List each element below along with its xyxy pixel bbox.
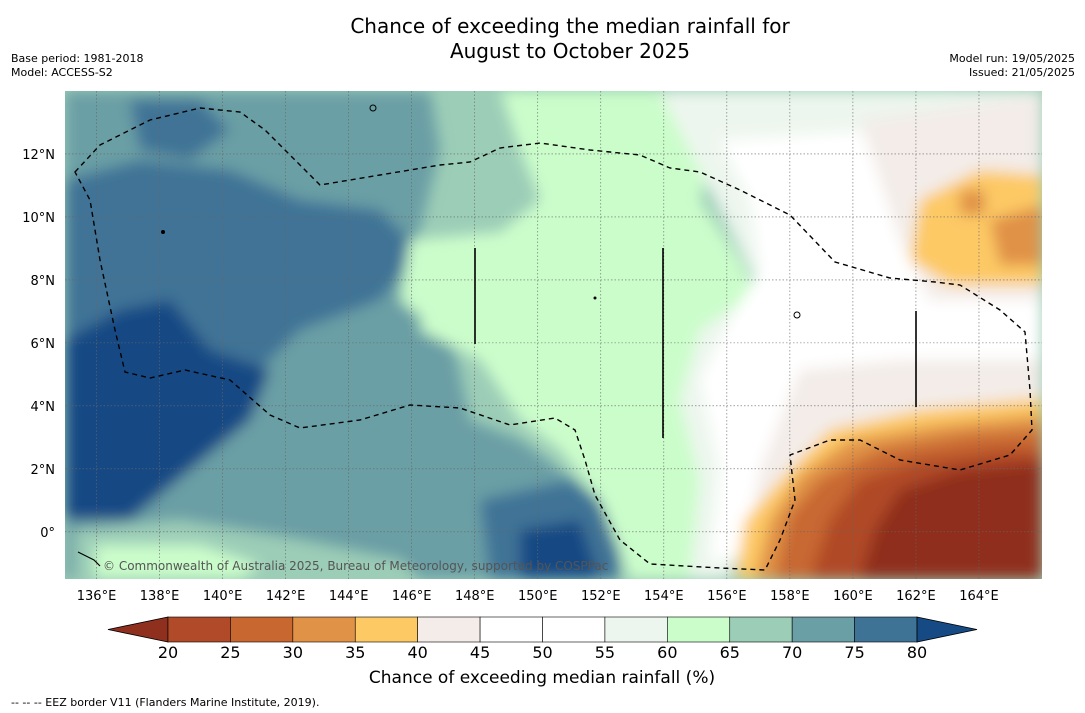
title-line1: Chance of exceeding the median rainfall … [350,14,790,38]
x-tick-label: 136°E [77,589,117,604]
gridlines [65,91,1042,579]
colorbar-segment [167,616,231,643]
colorbar-segment [354,616,418,643]
x-tick-label: 138°E [140,589,180,604]
base-period: Base period: 1981-2018 [11,52,144,65]
x-tick-label: 154°E [644,589,684,604]
colorbar-tick-label: 60 [657,643,677,662]
colorbar-segment [230,616,294,643]
colorbar-tick-label: 70 [782,643,802,662]
map-title: Chance of exceeding the median rainfall … [250,14,890,64]
colorbar-segment [791,616,855,643]
x-tick-label: 158°E [770,589,810,604]
meta-right: Model run: 19/05/2025 Issued: 21/05/2025 [949,52,1075,80]
y-axis-ticks: 0° 2°N 4°N 6°N 8°N 10°N 12°N [22,148,55,541]
copyright-text: © Commonwealth of Australia 2025, Bureau… [103,559,608,573]
colorbar-tick-label: 35 [345,643,365,662]
x-tick-label: 144°E [329,589,369,604]
x-tick-label: 152°E [581,589,621,604]
colorbar-tick-label: 80 [907,643,927,662]
y-tick-label: 12°N [22,148,55,163]
x-tick-label: 164°E [959,589,999,604]
model-name: Model: ACCESS-S2 [11,66,113,79]
x-tick-label: 140°E [203,589,243,604]
colorbar-segment [479,616,543,643]
colorbar-tick-label: 20 [158,643,178,662]
map-fill [65,91,1042,579]
y-tick-label: 10°N [22,211,55,226]
colorbar-tick-label: 30 [283,643,303,662]
x-tick-label: 142°E [266,589,306,604]
eez-footnote: -- -- -- EEZ border V11 (Flanders Marine… [11,696,320,709]
colorbar-tick-label: 40 [407,643,427,662]
colorbar [107,616,978,643]
colorbar-segment [542,616,606,643]
y-tick-label: 2°N [31,463,56,478]
colorbar-segment [417,616,481,643]
x-tick-label: 150°E [518,589,558,604]
x-tick-label: 162°E [896,589,936,604]
title-line2: August to October 2025 [449,39,691,63]
colorbar-tick-label: 50 [532,643,552,662]
colorbar-ticks: 20 25 30 35 40 45 50 55 60 65 70 75 80 [158,643,927,662]
y-tick-label: 8°N [31,274,56,289]
colorbar-tick-label: 45 [470,643,490,662]
y-tick-label: 4°N [31,400,56,415]
colorbar-extend-high [916,616,978,643]
colorbar-extend-low [107,616,169,643]
x-tick-label: 156°E [707,589,747,604]
y-tick-label: 6°N [31,337,56,352]
colorbar-tick-label: 55 [595,643,615,662]
eez-border [74,107,1033,571]
colorbar-segment [729,616,793,643]
x-axis-ticks: 136°E 138°E 140°E 142°E 144°E 146°E 148°E 150°E… [77,589,999,604]
model-run: Model run: 19/05/2025 [949,52,1075,65]
colorbar-segment [604,616,668,643]
colorbar-tick-label: 65 [720,643,740,662]
colorbar-segment [854,616,918,643]
colorbar-tick-label: 75 [844,643,864,662]
colorbar-segment [292,616,356,643]
y-tick-label: 0° [40,526,55,541]
x-tick-label: 148°E [455,589,495,604]
colorbar-segment [667,616,731,643]
issued-date: Issued: 21/05/2025 [968,66,1075,79]
colorbar-tick-label: 25 [220,643,240,662]
x-tick-label: 160°E [833,589,873,604]
x-tick-label: 146°E [392,589,432,604]
colorbar-title: Chance of exceeding median rainfall (%) [368,668,716,688]
meta-left: Base period: 1981-2018 Model: ACCESS-S2 [11,52,143,80]
